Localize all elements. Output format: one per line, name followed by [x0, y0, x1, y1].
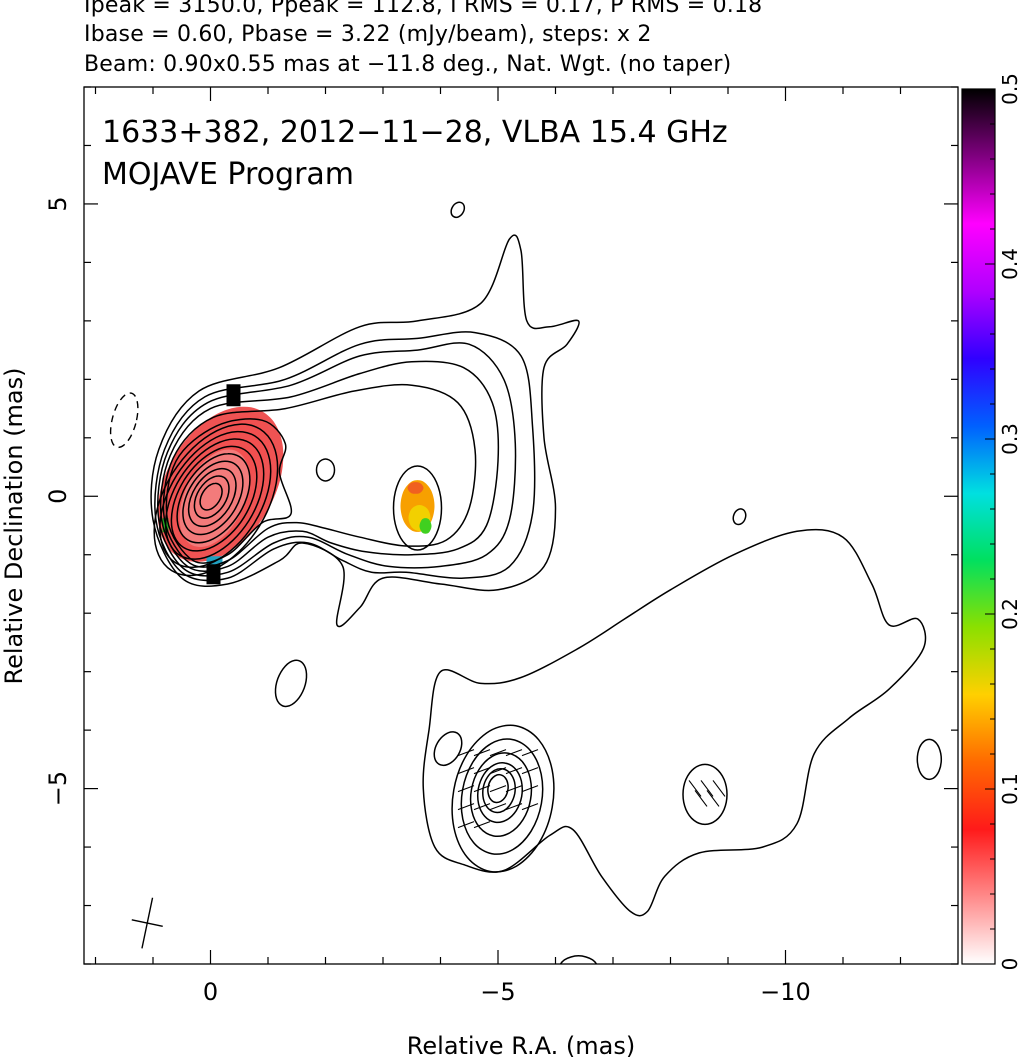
polarization-vector [457, 749, 475, 757]
jet-contour [165, 418, 293, 564]
polarization-vector [489, 749, 507, 757]
colorbar-tick-label: 0 [998, 958, 1022, 971]
colorbar-tick-label: 0.1 [998, 773, 1022, 805]
polarization-vector [521, 803, 539, 811]
chart-title: 1633+382, 2012−11−28, VLBA 15.4 GHz [102, 115, 728, 150]
colorbar-tick-label: 0.2 [998, 598, 1022, 630]
jet-contour [157, 342, 517, 577]
jet-contour [159, 360, 500, 572]
y-tick-label: −5 [44, 771, 72, 806]
south-knot-contour [477, 762, 523, 824]
polarization-vector [688, 780, 702, 797]
polarization-vector [457, 785, 475, 793]
polarization-vector [521, 749, 539, 757]
jet-polarization-patch [407, 482, 424, 494]
contour-layer [109, 201, 943, 964]
colorbar-tick-label: 0.3 [998, 423, 1022, 455]
south-knot-contour [487, 773, 509, 804]
x-tick-label: −5 [480, 978, 515, 1006]
south-knot-contour [451, 724, 555, 873]
south-knot-contour [433, 731, 463, 767]
polarization-vector [505, 767, 523, 775]
axis-ticks: 0 −5 −10 5 0 −5 [44, 86, 958, 1006]
plot-frame [83, 86, 959, 965]
header-base-line: Ibase = 0.60, Pbase = 3.22 (mJy/beam), s… [84, 22, 652, 47]
beam-minor-axis [131, 919, 163, 927]
jet-contour [315, 458, 336, 482]
jet-contour [154, 331, 536, 582]
y-tick-label: 5 [44, 196, 72, 211]
polarization-vector [700, 780, 714, 797]
polarization-vector [489, 767, 507, 775]
polarization-vector [473, 749, 491, 757]
isolated-contour [274, 659, 308, 708]
y-axis-label: Relative Declination (mas) [0, 367, 28, 684]
x-tick-label: 0 [203, 978, 218, 1006]
polarization-vector [505, 749, 523, 757]
colorbar-tick-label: 0.5 [998, 73, 1022, 105]
core-contour [182, 460, 244, 536]
isolated-contour [732, 508, 747, 526]
polarization-vector [457, 821, 475, 829]
core-contour [193, 475, 230, 519]
core-contour [199, 482, 223, 511]
colorbar-tick-label: 0.4 [998, 248, 1022, 280]
jet-contour [392, 465, 443, 551]
core-contour [164, 438, 265, 560]
colorbar-frame [961, 88, 996, 965]
polarization-vector [694, 790, 708, 807]
x-axis-label: Relative R.A. (mas) [407, 1032, 635, 1060]
isolated-contour [450, 201, 466, 219]
colorbar: 0 0.1 0.2 0.3 0.4 0.5 [961, 73, 1022, 971]
colorbar-gradient [962, 89, 995, 964]
polarization-vector [712, 780, 726, 797]
polarization-vector [706, 790, 720, 807]
polarization-vector [473, 785, 491, 793]
south-knot-contour [469, 752, 533, 837]
polarization-vector [521, 767, 539, 775]
polarization-vector [505, 785, 523, 793]
polarization-vector [473, 767, 491, 775]
jet-contour [162, 383, 477, 568]
polarization-vector [521, 785, 539, 793]
polarization-vector [473, 821, 491, 829]
south-knot-contour [682, 763, 728, 826]
polarization-vector [457, 803, 475, 811]
isolated-contour [916, 738, 943, 781]
header-beam-line: Beam: 0.90x0.55 mas at −11.8 deg., Nat. … [84, 52, 732, 77]
chart-subtitle: MOJAVE Program [102, 157, 354, 192]
polarization-vector [489, 803, 507, 811]
polarization-vector [489, 785, 507, 793]
jet-polarization-patch [419, 518, 432, 534]
negative-contour [109, 392, 139, 449]
south-contour [422, 528, 927, 917]
polarization-vector [505, 803, 523, 811]
polarization-vector [457, 767, 475, 775]
core-contour [187, 467, 237, 528]
polarization-vector [473, 803, 491, 811]
core-contour [176, 453, 251, 544]
x-tick-label: −10 [760, 978, 811, 1006]
y-tick-label: 0 [44, 489, 72, 504]
jet-contour [150, 234, 580, 628]
header-peak-line: Ipeak = 3150.0, Ppeak = 112.8, I RMS = 0… [84, 0, 763, 18]
isolated-contour [559, 955, 598, 964]
core-contour [170, 445, 258, 552]
